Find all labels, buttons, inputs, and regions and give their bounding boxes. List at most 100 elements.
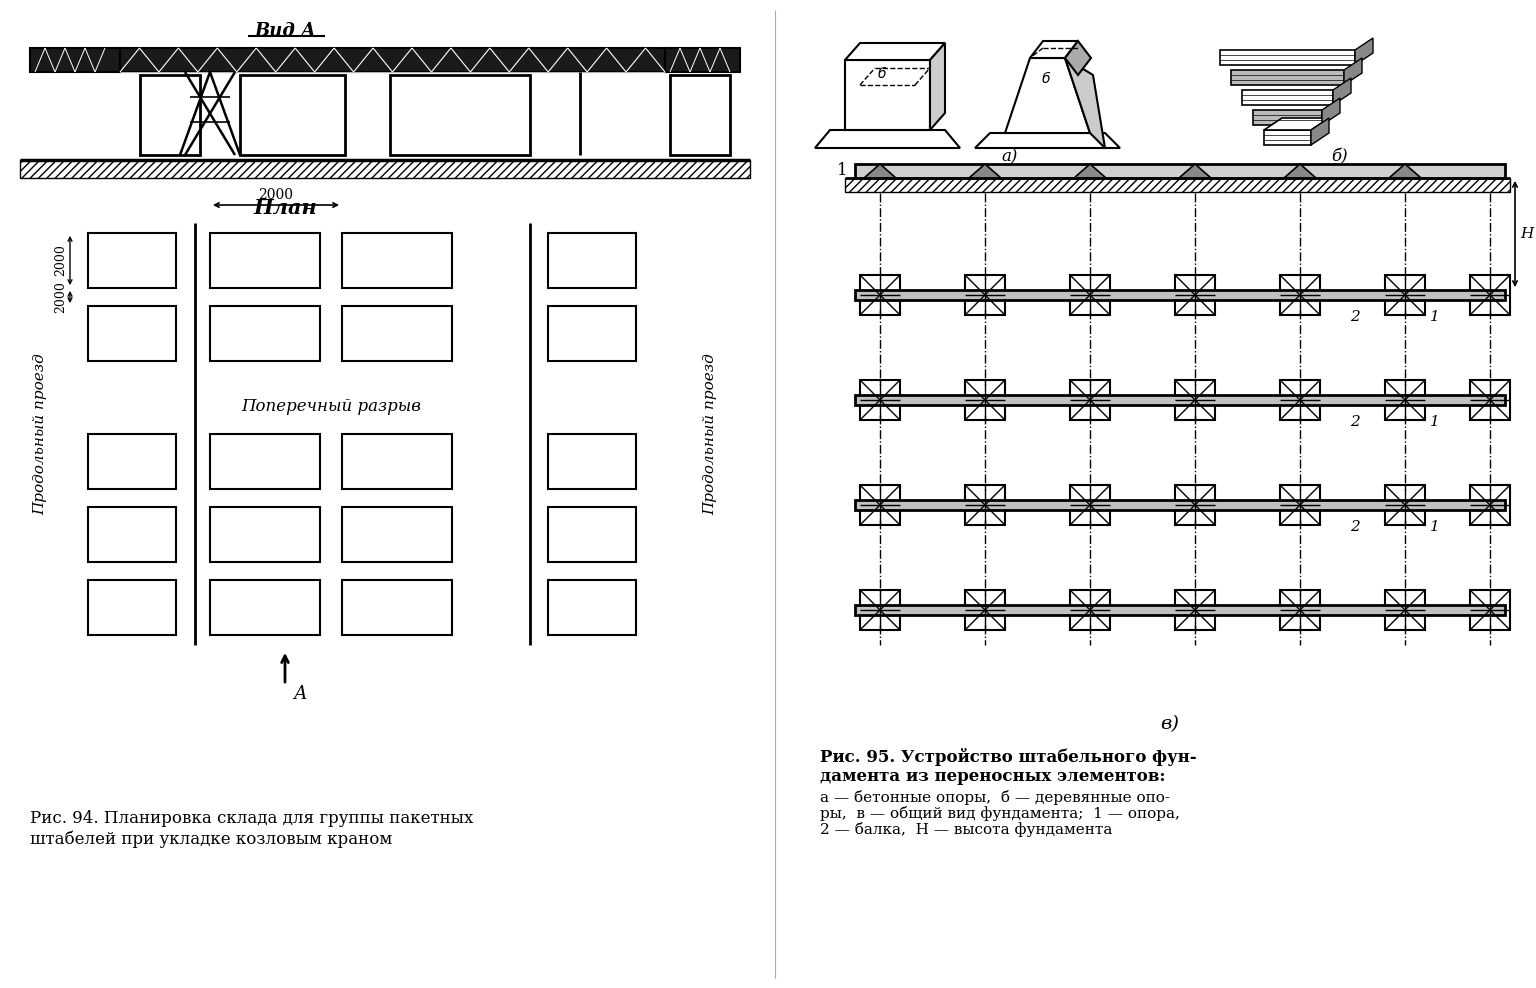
Bar	[548, 580, 636, 635]
Polygon shape	[1322, 98, 1339, 125]
Text: Рис. 95. Устройство штабельного фун-: Рис. 95. Устройство штабельного фун-	[820, 748, 1197, 766]
Polygon shape	[1031, 41, 1078, 58]
Text: штабелей при укладке козловым краном: штабелей при укладке козловым краном	[31, 830, 392, 848]
Polygon shape	[1344, 58, 1362, 85]
Bar	[856, 164, 1505, 178]
Bar	[1071, 275, 1111, 315]
Polygon shape	[1220, 50, 1355, 65]
Bar	[860, 590, 900, 630]
Bar	[210, 507, 319, 562]
Text: 2: 2	[1350, 415, 1359, 429]
Polygon shape	[1243, 90, 1333, 105]
Text: 1: 1	[837, 161, 848, 179]
Polygon shape	[665, 48, 740, 72]
Text: ры,  в — общий вид фундамента;  1 — опора,: ры, в — общий вид фундамента; 1 — опора,	[820, 806, 1180, 821]
Bar	[860, 275, 900, 315]
Text: б): б)	[1332, 148, 1349, 165]
Bar	[1470, 380, 1510, 420]
Bar	[1279, 590, 1319, 630]
Bar	[1279, 485, 1319, 525]
Polygon shape	[1264, 118, 1329, 130]
Polygon shape	[1180, 164, 1210, 178]
Bar	[1470, 485, 1510, 525]
Text: 1: 1	[1430, 415, 1439, 429]
Polygon shape	[1333, 78, 1352, 105]
Text: 2: 2	[1350, 520, 1359, 534]
Bar	[845, 60, 929, 130]
Text: а — бетонные опоры,  б — деревянные опо-: а — бетонные опоры, б — деревянные опо-	[820, 790, 1170, 805]
Bar	[390, 75, 530, 155]
Bar	[965, 590, 1005, 630]
Bar	[343, 306, 452, 361]
Text: План: План	[253, 198, 316, 218]
Polygon shape	[969, 164, 1001, 178]
Bar	[965, 485, 1005, 525]
Bar	[88, 233, 177, 288]
Bar	[1470, 275, 1510, 315]
Polygon shape	[1264, 130, 1312, 145]
Bar	[1385, 380, 1425, 420]
Bar	[88, 580, 177, 635]
Polygon shape	[975, 133, 1120, 148]
Bar	[210, 306, 319, 361]
Bar	[548, 233, 636, 288]
Bar	[856, 605, 1505, 615]
Bar	[240, 75, 346, 155]
Bar	[1175, 275, 1215, 315]
Text: б: б	[879, 67, 886, 81]
Polygon shape	[1389, 164, 1421, 178]
Text: Рис. 94. Планировка склада для группы пакетных: Рис. 94. Планировка склада для группы па…	[31, 810, 473, 827]
Polygon shape	[816, 130, 960, 148]
Polygon shape	[31, 48, 120, 72]
Text: H: H	[1521, 227, 1533, 241]
Polygon shape	[120, 48, 665, 72]
Text: Вид А: Вид А	[253, 22, 316, 40]
Bar	[210, 580, 319, 635]
Polygon shape	[1064, 58, 1104, 148]
Bar	[1175, 380, 1215, 420]
Polygon shape	[1005, 58, 1091, 133]
Bar	[140, 75, 200, 155]
Bar	[343, 507, 452, 562]
Polygon shape	[863, 164, 895, 178]
Text: 2 — балка,  Н — высота фундамента: 2 — балка, Н — высота фундамента	[820, 822, 1112, 837]
Bar	[88, 507, 177, 562]
Text: Продольный проезд: Продольный проезд	[32, 353, 48, 515]
Polygon shape	[1230, 70, 1344, 85]
Bar	[1279, 275, 1319, 315]
Polygon shape	[1253, 110, 1322, 125]
Bar	[856, 500, 1505, 510]
Text: 1: 1	[1430, 310, 1439, 324]
Bar	[343, 434, 452, 489]
Bar	[1385, 590, 1425, 630]
Bar	[210, 434, 319, 489]
Bar	[88, 306, 177, 361]
Text: Поперечный разрыв: Поперечный разрыв	[241, 398, 421, 415]
Text: 2000: 2000	[54, 281, 68, 313]
Text: дамента из переносных элементов:: дамента из переносных элементов:	[820, 768, 1166, 785]
Bar	[1071, 380, 1111, 420]
Bar	[20, 160, 750, 178]
Text: 2000: 2000	[258, 188, 293, 202]
Polygon shape	[1312, 118, 1329, 145]
Bar	[860, 485, 900, 525]
Bar	[965, 380, 1005, 420]
Bar	[860, 380, 900, 420]
Bar	[1385, 485, 1425, 525]
Bar	[1279, 380, 1319, 420]
Bar	[1071, 485, 1111, 525]
Bar	[548, 306, 636, 361]
Bar	[343, 233, 452, 288]
Bar	[856, 290, 1505, 300]
Polygon shape	[845, 43, 945, 60]
Polygon shape	[1355, 38, 1373, 65]
Bar	[210, 233, 319, 288]
Text: Продольный проезд: Продольный проезд	[703, 353, 717, 515]
Bar	[548, 434, 636, 489]
Bar	[1175, 485, 1215, 525]
Polygon shape	[1074, 164, 1106, 178]
Polygon shape	[1064, 41, 1091, 75]
Bar	[845, 178, 1510, 192]
Text: А: А	[293, 685, 307, 703]
Polygon shape	[1284, 164, 1316, 178]
